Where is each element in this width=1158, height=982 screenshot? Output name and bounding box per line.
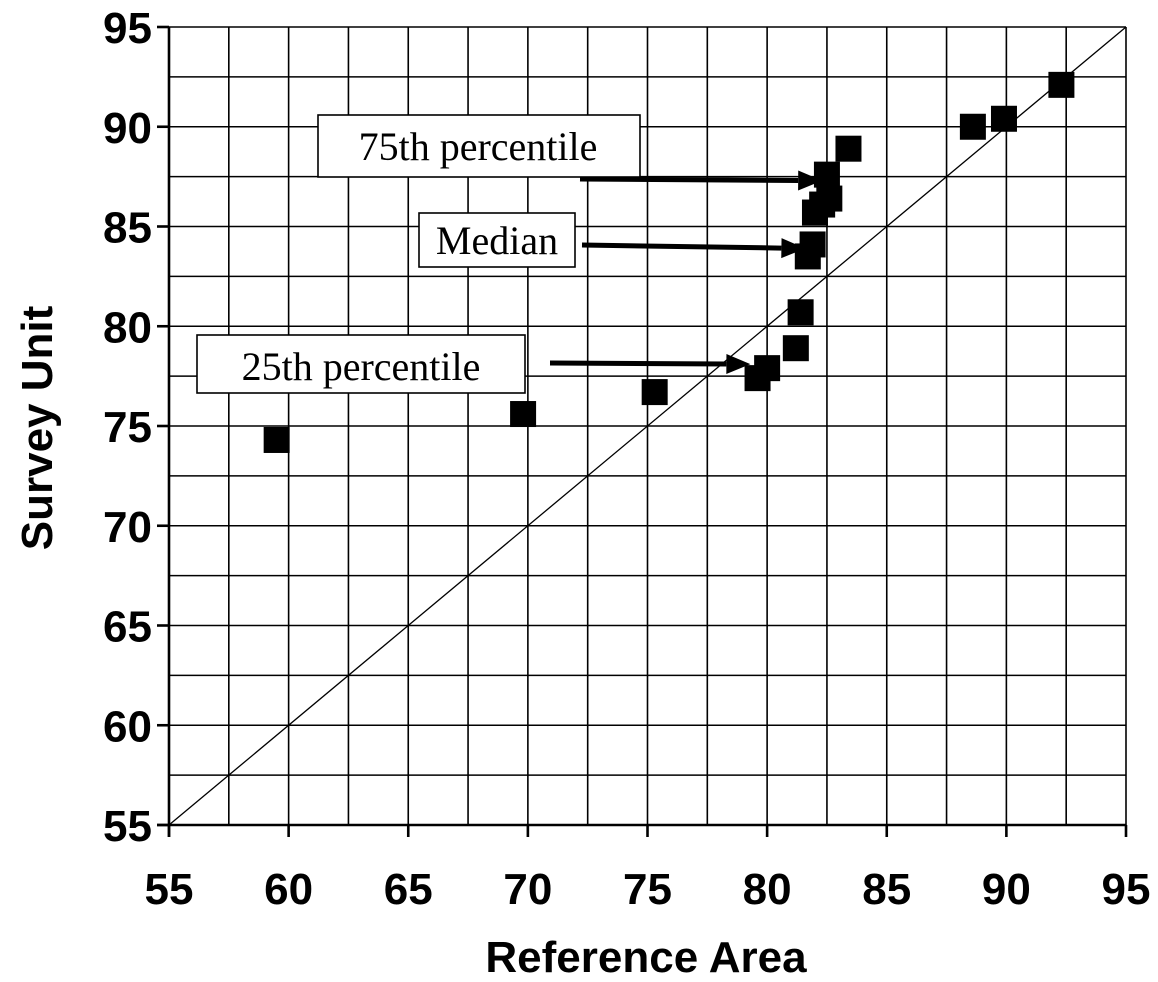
annotation-arrow-head	[798, 170, 823, 191]
annotation-arrow-head	[726, 354, 751, 375]
data-point	[813, 161, 840, 188]
annotation-box	[196, 334, 526, 394]
annotation-arrow-head	[781, 238, 806, 259]
data-point	[990, 105, 1017, 132]
x-axis-title: Reference Area	[485, 933, 807, 982]
data-point	[263, 426, 290, 453]
x-tick-label: 65	[384, 865, 433, 914]
annotation-75th-percentile: 75th percentile	[317, 114, 823, 191]
y-tick-label: 60	[103, 702, 152, 751]
annotation-label: 25th percentile	[242, 344, 481, 389]
data-point	[1048, 71, 1075, 98]
data-point	[835, 135, 862, 162]
y-tick-label: 55	[103, 802, 152, 851]
x-tick-label: 55	[145, 865, 194, 914]
annotations: 75th percentile Median 25th percentile	[196, 114, 823, 394]
y-tick-label: 85	[103, 204, 152, 253]
y-tick-label: 80	[103, 303, 152, 352]
y-tick-label: 90	[103, 104, 152, 153]
x-tick-label: 90	[982, 865, 1031, 914]
axes	[157, 25, 1128, 837]
x-tick-label: 95	[1102, 865, 1151, 914]
tick-labels: 55 60 65 70 75 80 85 90 95 55 60 65 70 75 80 85 90 95	[103, 4, 1150, 914]
annotation-median: Median	[418, 212, 806, 268]
annotation-arrow-shaft	[549, 360, 727, 367]
annotation-arrow-shaft	[579, 176, 799, 183]
data-points	[263, 71, 1075, 453]
annotation-label: Median	[436, 218, 558, 263]
y-axis-title: Survey Unit	[13, 305, 62, 550]
data-point	[641, 379, 668, 406]
x-tick-label: 85	[862, 865, 911, 914]
annotation-label: 75th percentile	[359, 124, 598, 169]
data-point	[799, 231, 826, 258]
x-tick-label: 75	[623, 865, 672, 914]
annotation-arrow-shaft	[581, 242, 782, 251]
data-point	[816, 185, 843, 212]
y-tick-label: 70	[103, 503, 152, 552]
x-tick-label: 80	[743, 865, 792, 914]
y-tick-label: 65	[103, 603, 152, 652]
x-tick-label: 70	[503, 865, 552, 914]
reference-line-group	[168, 26, 1127, 826]
data-point	[782, 335, 809, 362]
data-point	[959, 113, 986, 140]
data-point	[787, 299, 814, 326]
annotation-25th-percentile: 25th percentile	[196, 334, 751, 394]
x-tick-label: 60	[264, 865, 313, 914]
annotation-box	[317, 114, 641, 178]
annotation-box	[418, 212, 576, 268]
data-point	[510, 401, 537, 428]
y-tick-label: 95	[103, 4, 152, 53]
y-tick-label: 75	[103, 403, 152, 452]
data-point	[754, 355, 781, 382]
reference-line	[168, 26, 1127, 826]
